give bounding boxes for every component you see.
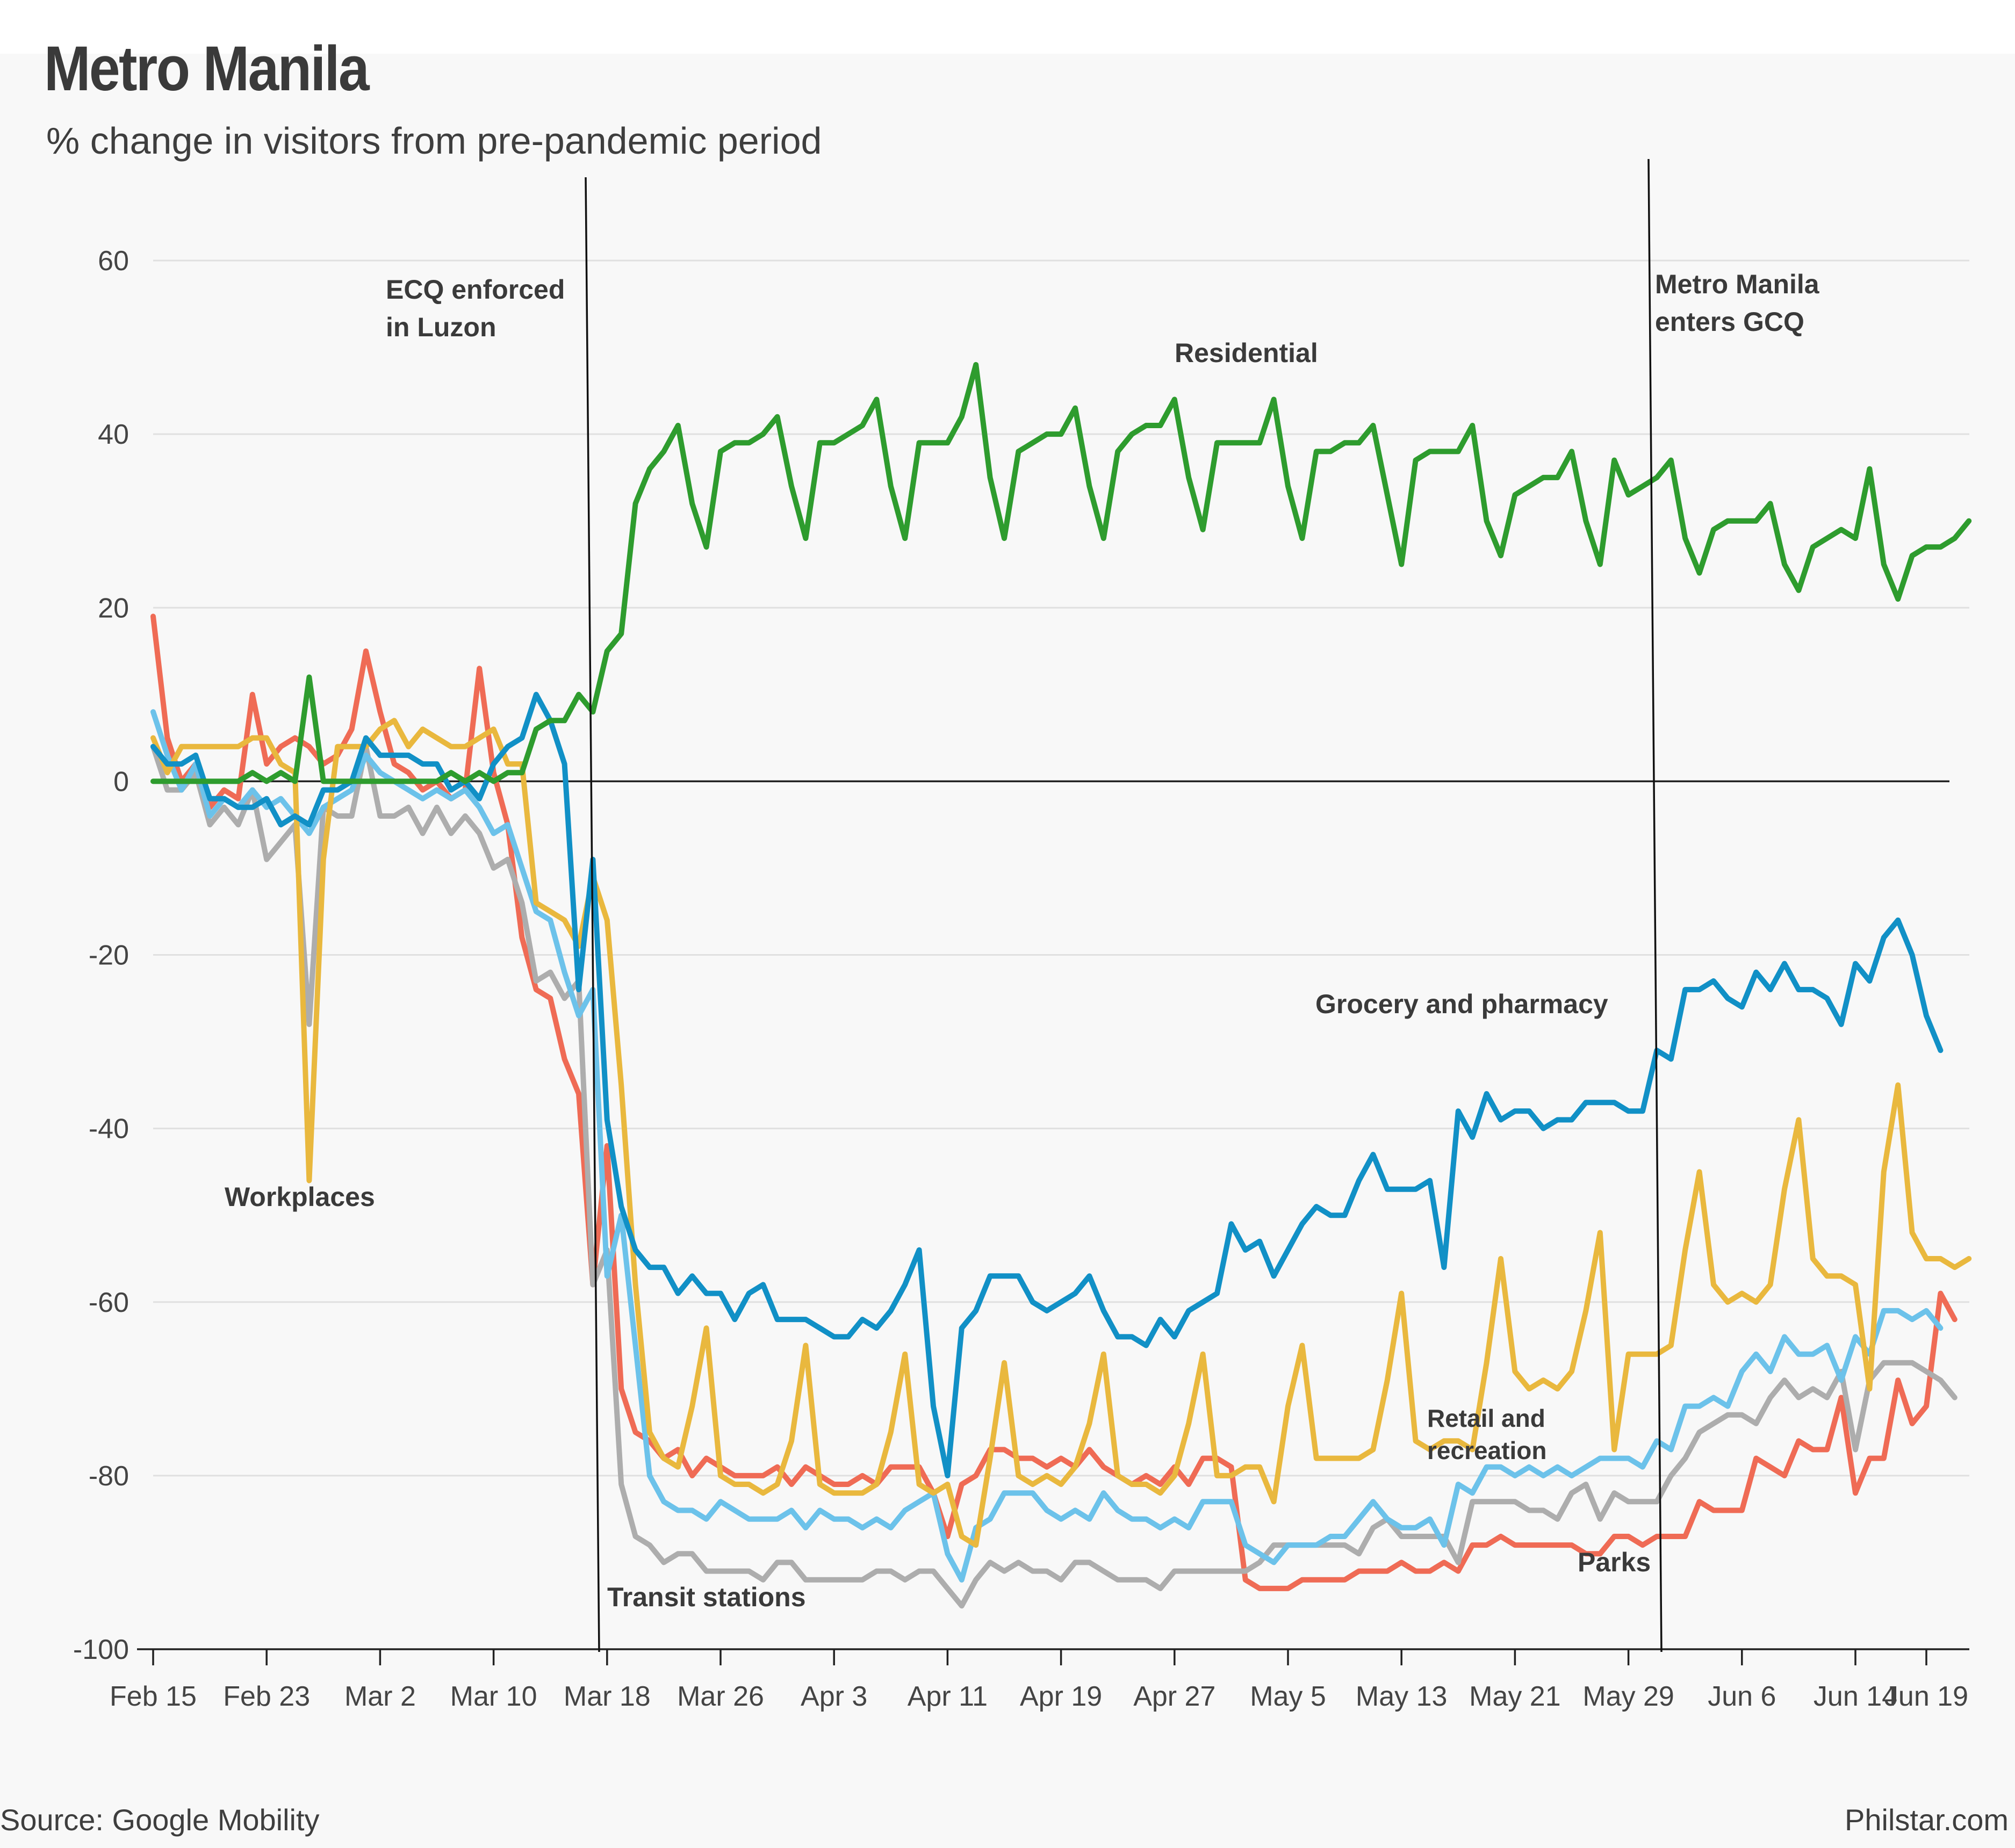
x-tick-label: May 5 [1250,1681,1326,1712]
gcq-annotation-line1: Metro Manila [1655,269,1820,299]
series-line-retail-and-recreation [150,709,1944,1583]
x-tick-label: Jun 6 [1708,1681,1776,1712]
x-tick-label: Apr 11 [908,1681,988,1712]
y-tick-label: -60 [89,1287,129,1318]
y-tick-label: 0 [113,766,129,797]
y-axis-ticks: 60 40 20 0 -20 -40 -60 -80 -100 [73,246,129,1665]
gcq-annotation-line2: enters GCQ [1655,307,1804,337]
x-axis: Feb 15 Feb 23 Mar 2 Mar 10 Mar 18 Mar 26 Apr 3… [110,780,1969,1712]
y-tick-label: -80 [89,1461,129,1492]
series-line-transit-stations [150,743,1958,1609]
label-transit-stations: Transit stations [607,1582,806,1612]
y-tick-label: 40 [98,419,129,450]
x-tick-label: Mar 10 [450,1681,537,1712]
x-tick-label: Mar 26 [677,1681,764,1712]
x-tick-label: Mar 18 [564,1681,651,1712]
x-tick-label: Apr 27 [1133,1681,1215,1712]
x-tick-label: Feb 15 [110,1681,197,1712]
y-tick-label: -40 [89,1114,129,1145]
x-tick-label: Feb 23 [223,1681,310,1712]
label-workplaces: Workplaces [225,1182,375,1212]
x-tick-label: Apr 3 [801,1681,867,1712]
y-tick-label: 60 [98,246,129,277]
ecq-annotation-line2: in Luzon [386,312,496,342]
label-grocery-and-pharmacy: Grocery and pharmacy [1315,989,1608,1019]
x-tick-label: Jun 14 [1814,1681,1897,1712]
page-subtitle: % change in visitors from pre-pandemic p… [46,120,822,162]
credit-note: Philstar.com [1845,1803,2009,1837]
ecq-annotation-line1: ECQ enforced [386,275,565,305]
x-tick-label: Apr 19 [1020,1681,1102,1712]
x-tick-label: May 29 [1582,1681,1674,1712]
x-tick-label: May 13 [1356,1681,1448,1712]
source-note: Source: Google Mobility [0,1803,320,1837]
series-labels: Residential Grocery and pharmacy Workpla… [225,338,1651,1612]
y-tick-label: 20 [98,593,129,624]
series-line-workplaces [150,718,1972,1548]
event-annotations: ECQ enforced in Luzon Metro Manila enter… [386,158,1820,1652]
page-title: Metro Manila [44,33,370,104]
y-tick-label: -100 [73,1634,129,1665]
label-residential: Residential [1175,338,1318,368]
y-tick-label: -20 [89,940,129,971]
label-retail-line2: recreation [1427,1436,1546,1464]
label-parks: Parks [1578,1547,1651,1577]
chart-background [0,54,2015,1848]
x-tick-label: Mar 2 [344,1681,416,1712]
ecq-event-line [585,177,600,1652]
x-tick-label: Jun 19 [1884,1681,1968,1712]
series-line-residential [150,362,1972,784]
x-tick-label: May 21 [1469,1681,1561,1712]
series-lines [150,362,1972,1609]
label-retail-line1: Retail and [1427,1404,1545,1432]
grid-lines [153,259,1969,1477]
gcq-event-line [1647,158,1663,1652]
series-line-grocery-and-pharmacy [150,691,1944,1478]
